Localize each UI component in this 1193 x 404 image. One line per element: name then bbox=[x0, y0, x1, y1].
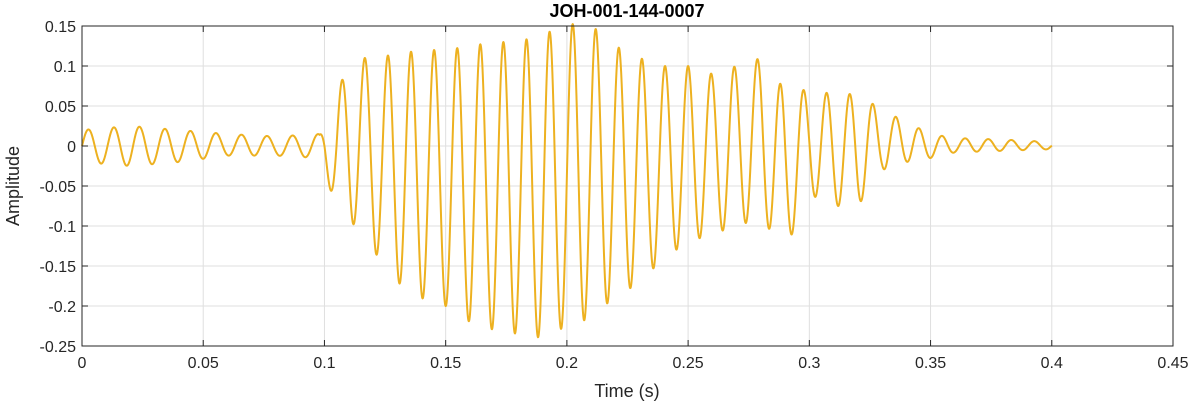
y-tick-label: 0 bbox=[67, 139, 76, 156]
grid bbox=[81, 25, 1174, 347]
y-tick-label: 0.05 bbox=[45, 99, 76, 116]
x-tick-label: 0.15 bbox=[430, 355, 461, 372]
x-tick-label: 0.4 bbox=[1041, 355, 1063, 372]
waveform-line bbox=[81, 23, 1053, 339]
x-tick-label: 0.1 bbox=[313, 355, 335, 372]
chart-title: JOH-001-144-0007 bbox=[549, 1, 704, 21]
x-tick-label: 0.25 bbox=[673, 355, 704, 372]
x-axis-label: Time (s) bbox=[594, 381, 659, 401]
x-tick-label: 0.05 bbox=[188, 355, 219, 372]
y-tick-label: -0.1 bbox=[48, 219, 76, 236]
x-tick-label: 0.3 bbox=[798, 355, 820, 372]
y-tick-label: -0.15 bbox=[40, 259, 77, 276]
y-tick-label: -0.05 bbox=[40, 179, 77, 196]
y-axis: 0.15 0.1 0.05 0 -0.05 -0.1 -0.15 -0.2 -0.25 bbox=[40, 19, 1173, 356]
x-tick-label: 0.2 bbox=[556, 355, 578, 372]
y-tick-label: 0.1 bbox=[54, 59, 76, 76]
y-axis-label: Amplitude bbox=[3, 146, 23, 226]
y-tick-label: 0.15 bbox=[45, 19, 76, 36]
y-tick-label: -0.2 bbox=[48, 299, 76, 316]
plot-area bbox=[81, 23, 1053, 339]
x-tick-label: 0 bbox=[78, 355, 87, 372]
x-tick-label: 0.45 bbox=[1157, 355, 1188, 372]
y-tick-label: -0.25 bbox=[40, 339, 77, 356]
x-tick-label: 0.35 bbox=[915, 355, 946, 372]
x-axis: 0 0.05 0.1 0.15 0.2 0.25 0.3 0.35 0.4 0.45 bbox=[78, 26, 1189, 372]
